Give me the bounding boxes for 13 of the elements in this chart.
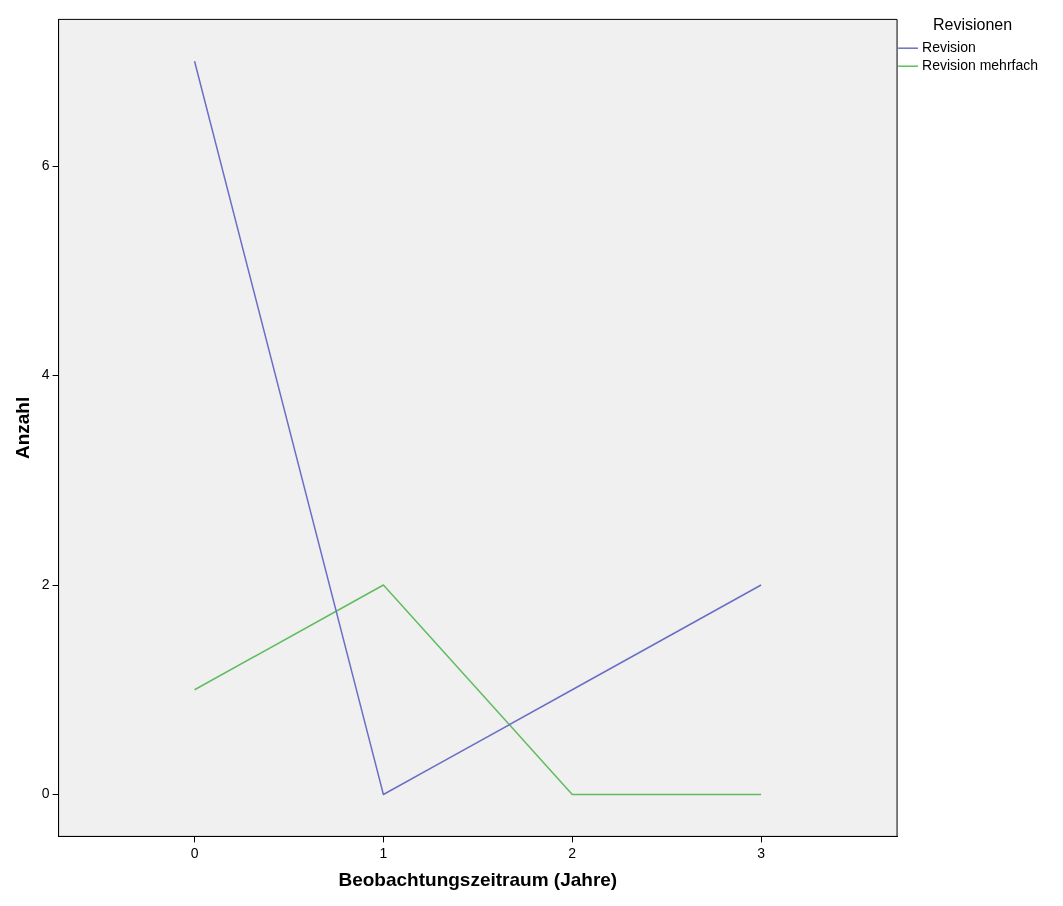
y-tick-label: 4 [41, 366, 50, 383]
y-tick-label: 0 [41, 785, 50, 802]
legend-title: Revisionen [932, 16, 1013, 34]
x-tick-label: 0 [190, 844, 199, 861]
y-tick-label: 6 [41, 156, 50, 173]
legend-label: Revision mehrfach [922, 57, 1038, 74]
x-axis-title: Beobachtungszeitraum (Jahre) [338, 868, 618, 890]
x-tick-label: 1 [379, 844, 388, 861]
legend-label: Revision [922, 39, 976, 56]
y-axis-title: Anzahl [11, 396, 33, 460]
x-tick-label: 3 [757, 844, 766, 861]
y-tick-label: 2 [41, 575, 50, 592]
x-tick-label: 2 [568, 844, 577, 861]
